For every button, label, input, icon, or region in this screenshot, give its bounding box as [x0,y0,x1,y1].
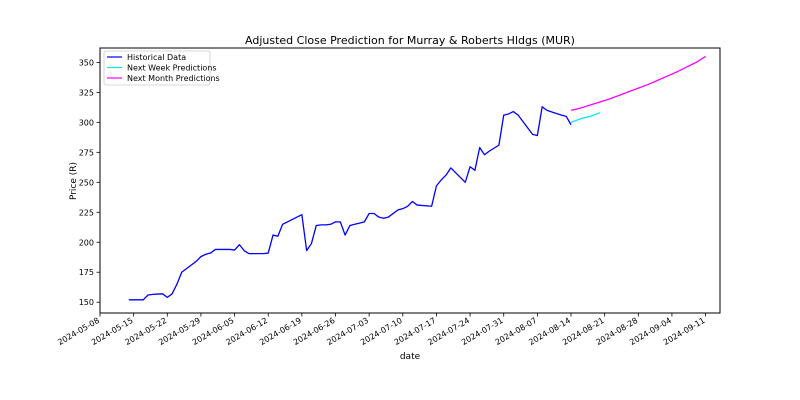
y-axis-label: Price (R) [69,162,79,200]
plot-area [128,55,706,301]
x-axis-label: date [400,352,421,362]
y-axis-ticks: 150 175 200 225 250 275 300 325 350 [79,58,100,307]
y-tick-label: 150 [79,298,94,307]
y-tick-label: 200 [79,238,94,247]
y-tick-label: 225 [79,208,94,217]
y-tick-label: 300 [79,118,94,127]
y-tick-label: 250 [79,178,94,187]
y-tick-label: 350 [79,58,94,67]
legend-label-next-week: Next Week Predictions [127,64,217,73]
series-line-1 [570,112,601,123]
y-tick-label: 325 [79,88,94,97]
legend: Historical Data Next Week Predictions Ne… [103,50,220,86]
legend-label-historical: Historical Data [127,53,186,62]
legend-box [103,50,211,86]
y-tick-label: 175 [79,268,94,277]
plot-frame [99,47,721,314]
legend-label-next-month: Next Month Predictions [127,74,220,83]
chart-title: Adjusted Close Prediction for Murray & R… [245,34,575,47]
series-line-0 [128,106,572,301]
series-line-2 [570,55,706,111]
y-tick-label: 275 [79,148,94,157]
